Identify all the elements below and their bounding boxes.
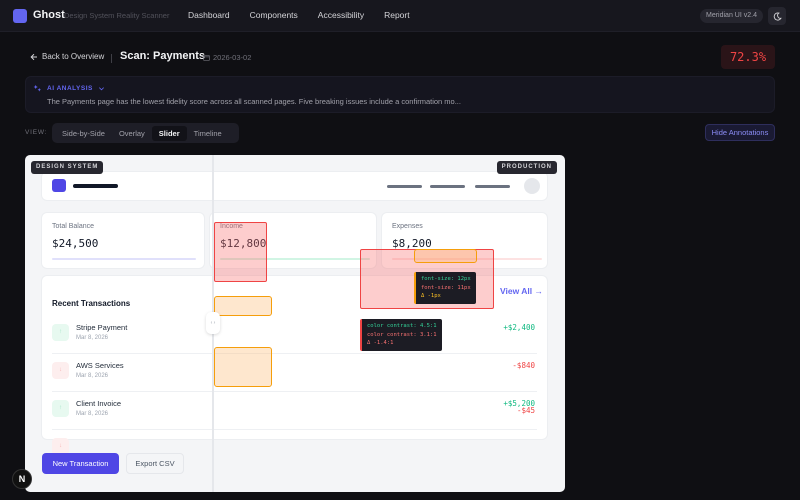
tooltip-actual: color contrast: 3.1:1 bbox=[367, 331, 437, 338]
ai-analysis-label: AI ANALYSIS bbox=[47, 85, 93, 92]
mock-logo bbox=[52, 179, 66, 192]
tooltip-delta: Δ -1.4:1 bbox=[367, 340, 394, 346]
transaction-date: Mar 8, 2026 bbox=[76, 335, 109, 341]
stat-bar bbox=[220, 258, 370, 260]
chevron-down-icon bbox=[98, 87, 104, 91]
ai-analysis-text: The Payments page has the lowest fidelit… bbox=[47, 97, 461, 106]
mock-nav-placeholder bbox=[430, 185, 465, 188]
tooltip-font-size: font-size: 12px font-size: 11px Δ -1px bbox=[414, 272, 476, 304]
transaction-row[interactable]: ↑ Stripe Payment Mar 8, 2026 +$2,400 bbox=[52, 316, 537, 354]
transaction-amount: -$45 bbox=[516, 406, 535, 415]
tooltip-expected: color contrast: 4.5:1 bbox=[367, 323, 437, 329]
mock-nav-placeholder bbox=[387, 185, 422, 188]
arrow-down-icon: ↓ bbox=[52, 362, 69, 379]
tab-slider[interactable]: Slider bbox=[151, 125, 187, 141]
next-dev-badge[interactable]: N bbox=[12, 469, 32, 489]
calendar-icon bbox=[203, 54, 210, 61]
nav-link-report[interactable]: Report bbox=[384, 10, 410, 20]
arrow-down-icon: ↓ bbox=[52, 438, 69, 455]
version-badge: Meridian UI v2.4 bbox=[700, 9, 763, 23]
tooltip-delta: Δ -1px bbox=[421, 293, 441, 299]
tab-timeline[interactable]: Timeline bbox=[193, 128, 222, 138]
stat-card-total-balance: Total Balance $24,500 bbox=[42, 213, 204, 268]
transaction-row[interactable]: ↓ -$45 bbox=[52, 406, 537, 468]
back-label: Back to Overview bbox=[42, 52, 105, 61]
new-transaction-button[interactable]: New Transaction bbox=[42, 453, 119, 474]
annotation-font-size[interactable] bbox=[414, 249, 477, 263]
tab-side-by-side[interactable]: Side-by-Side bbox=[62, 128, 105, 138]
ai-analysis-panel[interactable]: AI ANALYSIS The Payments page has the lo… bbox=[25, 76, 775, 113]
theme-toggle-button[interactable] bbox=[768, 7, 786, 25]
hide-annotations-button[interactable]: Hide Annotations bbox=[705, 124, 775, 141]
stat-card-expenses: Expenses $8,200 bbox=[382, 213, 547, 268]
view-mode-switcher: Side-by-Side Overlay Slider Timeline bbox=[52, 123, 239, 143]
transactions-title: Recent Transactions bbox=[52, 299, 131, 308]
back-to-overview-link[interactable]: Back to Overview bbox=[30, 52, 104, 61]
top-nav: Ghost Design System Reality Scanner Dash… bbox=[0, 0, 800, 32]
arrow-left-icon bbox=[30, 53, 37, 60]
transaction-row[interactable]: ↑ Client Invoice Mar 8, 2026 +$5,200 bbox=[52, 392, 537, 430]
annotation-spacing[interactable] bbox=[214, 296, 272, 316]
transaction-name: Stripe Payment bbox=[76, 323, 128, 332]
comparison-canvas: Total Balance $24,500 Income $12,800 Exp… bbox=[25, 155, 565, 492]
transaction-amount: +$2,400 bbox=[503, 323, 535, 332]
design-system-tag: DESIGN SYSTEM bbox=[31, 161, 104, 174]
arrow-up-icon: ↑ bbox=[52, 400, 69, 417]
production-tag: PRODUCTION bbox=[496, 161, 557, 174]
brand-tagline: Design System Reality Scanner bbox=[64, 11, 170, 20]
sparkles-icon bbox=[33, 84, 42, 92]
stat-label: Total Balance bbox=[52, 223, 95, 230]
view-all-link[interactable]: View All → bbox=[500, 286, 543, 296]
view-label: VIEW: bbox=[25, 129, 48, 136]
moon-icon bbox=[773, 11, 782, 21]
logo-icon bbox=[13, 9, 27, 23]
tab-overlay[interactable]: Overlay bbox=[118, 128, 145, 138]
page-title: Scan: Payments bbox=[120, 50, 205, 62]
fidelity-score-badge: 72.3% bbox=[721, 45, 775, 69]
mock-title-placeholder bbox=[73, 184, 118, 188]
arrow-up-icon: ↑ bbox=[52, 324, 69, 341]
mock-avatar bbox=[524, 178, 540, 194]
slider-handle[interactable]: ‹ › bbox=[206, 312, 220, 334]
tooltip-actual: font-size: 11px bbox=[421, 284, 471, 291]
nav-links: Dashboard Components Accessibility Repor… bbox=[188, 10, 430, 20]
transaction-amount: +$5,200 bbox=[503, 399, 535, 408]
tooltip-contrast: color contrast: 4.5:1 color contrast: 3.… bbox=[360, 319, 442, 351]
scan-date: 2026-03-02 bbox=[203, 53, 251, 62]
ai-analysis-header[interactable]: AI ANALYSIS bbox=[33, 84, 105, 93]
tooltip-expected: font-size: 12px bbox=[421, 276, 471, 282]
nav-link-accessibility[interactable]: Accessibility bbox=[317, 10, 365, 20]
stat-value: $24,500 bbox=[52, 237, 99, 250]
header-divider bbox=[111, 54, 112, 63]
transaction-name: Client Invoice bbox=[76, 399, 122, 408]
stat-value: $8,200 bbox=[392, 237, 432, 250]
transaction-amount: -$840 bbox=[512, 361, 535, 370]
transaction-row[interactable]: ↓ AWS Services Mar 8, 2026 -$840 bbox=[52, 354, 537, 392]
mock-header bbox=[42, 172, 547, 200]
transaction-date: Mar 8, 2026 bbox=[76, 373, 109, 379]
annotation-income-diff[interactable] bbox=[214, 222, 267, 282]
nav-link-dashboard[interactable]: Dashboard bbox=[188, 10, 230, 20]
mock-nav-placeholder bbox=[475, 185, 510, 188]
stat-bar bbox=[52, 258, 196, 260]
annotation-contrast[interactable] bbox=[214, 347, 272, 387]
brand-name: Ghost bbox=[33, 9, 65, 21]
scan-date-text: 2026-03-02 bbox=[213, 53, 252, 62]
stat-value: $12,800 bbox=[220, 237, 267, 250]
transaction-name: AWS Services bbox=[76, 361, 124, 370]
stat-label: Expenses bbox=[392, 223, 423, 230]
nav-link-components[interactable]: Components bbox=[249, 10, 298, 20]
transaction-date: Mar 8, 2026 bbox=[76, 411, 109, 417]
stat-label: Income bbox=[220, 223, 243, 230]
stat-bar bbox=[392, 258, 542, 260]
export-csv-button[interactable]: Export CSV bbox=[126, 453, 184, 474]
